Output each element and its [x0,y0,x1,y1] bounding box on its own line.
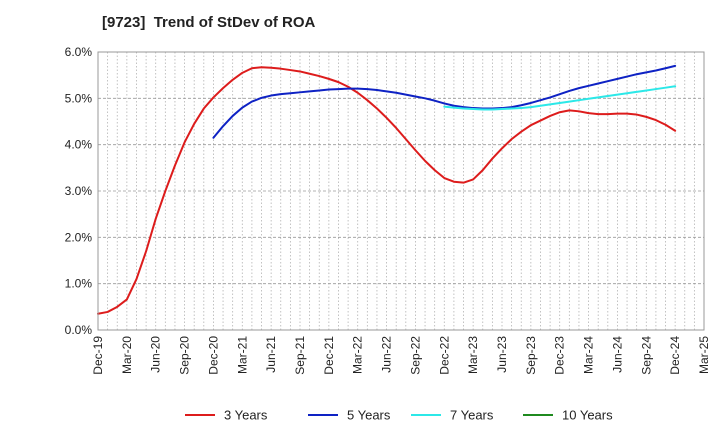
y-tick-label: 6.0% [65,45,93,59]
x-tick-label: Jun-22 [380,336,394,373]
x-tick-label: Sep-21 [293,336,307,375]
series-layer [97,64,677,315]
legend-label-10-years: 10 Years [562,408,613,423]
x-tick-label: Dec-22 [437,336,451,375]
x-tick-label: Mar-20 [120,336,134,374]
series-line-3-years [97,66,677,315]
x-tick-label: Mar-24 [582,336,596,374]
legend-label-7-years: 7 Years [450,408,494,423]
series-line-5-years [212,64,677,139]
legend: 3 Years 5 Years 7 Years 10 Years [185,408,613,423]
x-tick-label: Mar-23 [466,336,480,374]
x-tick-label: Jun-23 [495,336,509,373]
x-tick-label: Sep-24 [639,336,653,375]
x-tick-label: Jun-20 [149,336,163,373]
plot-area-border [97,51,705,331]
chart-title: [9723] Trend of StDev of ROA [102,14,316,31]
legend-label-5-years: 5 Years [347,408,391,423]
y-tick-label: 5.0% [65,91,93,105]
y-tick-label: 3.0% [65,184,93,198]
x-tick-label: Mar-25 [697,336,711,374]
x-tick-label: Dec-19 [91,336,105,375]
x-tick-label: Sep-23 [524,336,538,375]
grid-layer [98,52,704,330]
x-axis: Dec-19 Mar-20 Jun-20 Sep-20 Dec-20 Mar-21 Jun-… [91,336,711,375]
y-axis: 0.0% 1.0% 2.0% 3.0% 4.0% 5.0% 6.0% [65,45,93,337]
x-tick-label: Dec-20 [206,336,220,375]
y-tick-label: 1.0% [65,277,93,291]
x-tick-label: Mar-22 [351,336,365,374]
x-tick-label: Jun-24 [610,336,624,373]
x-tick-label: Jun-21 [264,336,278,373]
x-tick-label: Dec-21 [322,336,336,375]
y-tick-label: 4.0% [65,138,93,152]
y-tick-label: 2.0% [65,230,93,244]
x-tick-label: Sep-22 [408,336,422,375]
x-tick-label: Dec-24 [668,336,682,375]
series-line-7-years [443,85,677,111]
x-tick-label: Mar-21 [235,336,249,374]
x-tick-label: Sep-20 [178,336,192,375]
legend-label-3-years: 3 Years [224,408,268,423]
y-tick-label: 0.0% [65,323,93,337]
x-tick-label: Dec-23 [553,336,567,375]
